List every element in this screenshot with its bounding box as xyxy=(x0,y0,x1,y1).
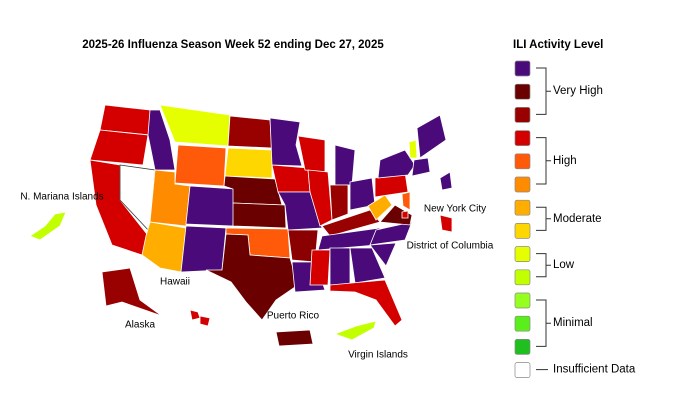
state xyxy=(185,185,236,227)
city xyxy=(439,214,453,233)
state xyxy=(297,135,326,173)
legend: ILI Activity Level Very High High Moderate L… xyxy=(513,39,636,378)
city xyxy=(401,210,409,219)
state xyxy=(199,315,211,327)
legend-swatch xyxy=(514,176,531,193)
legend-swatch xyxy=(514,269,531,286)
legend-swatch xyxy=(514,246,531,262)
territory xyxy=(29,211,67,241)
state xyxy=(223,175,283,206)
map-label: Alaska xyxy=(125,320,155,331)
map-label: Virgin Islands xyxy=(348,350,408,361)
legend-swatch xyxy=(514,223,531,239)
legend-bracket xyxy=(536,67,551,115)
legend-bracket xyxy=(536,299,551,347)
state xyxy=(174,144,227,187)
legend-label: Insufficient Data xyxy=(553,364,636,376)
legend-title: ILI Activity Level xyxy=(513,39,603,51)
map-label: N. Mariana Islands xyxy=(20,192,103,203)
legend-bracket xyxy=(536,137,551,185)
state xyxy=(329,184,349,221)
legend-swatch xyxy=(514,362,531,378)
legend-swatch xyxy=(514,60,531,77)
territory xyxy=(275,329,314,347)
map-label: Hawaii xyxy=(160,277,190,288)
legend-swatch xyxy=(514,153,531,170)
legend-bracket xyxy=(536,206,551,231)
state xyxy=(307,169,333,227)
state xyxy=(141,221,187,273)
legend-label: Low xyxy=(553,259,575,271)
state xyxy=(189,309,201,321)
legend-label: Moderate xyxy=(553,213,602,225)
state xyxy=(367,194,393,221)
state xyxy=(329,279,403,327)
state xyxy=(205,233,299,321)
state xyxy=(416,114,447,159)
state xyxy=(369,221,413,246)
state xyxy=(271,164,311,193)
legend-label: High xyxy=(553,155,577,167)
legend-bracket xyxy=(536,253,551,278)
state xyxy=(349,247,386,284)
state xyxy=(401,191,411,211)
state xyxy=(89,129,149,166)
legend-swatch xyxy=(514,292,531,309)
legend-label: Very High xyxy=(553,85,603,97)
state xyxy=(369,242,397,267)
map-label: Puerto Rico xyxy=(267,311,320,322)
legend-swatch xyxy=(514,130,531,146)
legend-swatch xyxy=(514,107,531,123)
state xyxy=(224,147,273,179)
map-title: 2025-26 Influenza Season Week 52 ending … xyxy=(82,39,384,51)
map-label: New York City xyxy=(424,204,486,215)
legend-swatch xyxy=(514,315,531,332)
state xyxy=(411,157,431,177)
state xyxy=(277,191,323,231)
legend-swatch xyxy=(514,199,531,216)
state xyxy=(159,104,231,147)
state xyxy=(180,225,227,273)
state xyxy=(334,144,356,186)
legend-label: Minimal xyxy=(553,317,593,329)
state xyxy=(227,115,273,149)
territory xyxy=(333,320,377,341)
state xyxy=(101,267,163,317)
state xyxy=(269,117,303,167)
legend-swatch xyxy=(514,339,531,355)
us-map xyxy=(29,104,453,347)
state xyxy=(439,171,453,191)
map-label: District of Columbia xyxy=(407,241,494,252)
state xyxy=(408,139,418,159)
state xyxy=(309,249,331,286)
state xyxy=(147,109,176,171)
state xyxy=(329,247,351,286)
legend-swatch xyxy=(514,83,531,100)
state xyxy=(379,204,413,226)
state xyxy=(232,202,287,229)
state xyxy=(377,149,416,179)
